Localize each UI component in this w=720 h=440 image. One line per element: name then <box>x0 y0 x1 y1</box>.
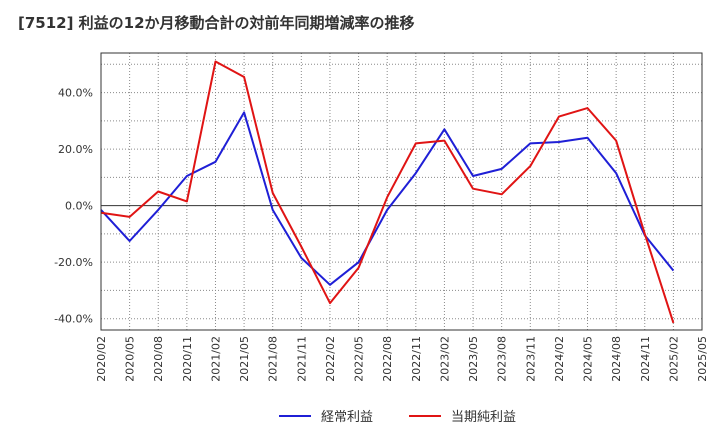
legend-label-1: 経常利益 <box>321 410 373 425</box>
x-tick-label: 2023/11 <box>524 336 537 382</box>
y-tick-label: 20.0% <box>58 143 93 156</box>
y-tick-label: -40.0% <box>54 313 93 326</box>
x-tick-label: 2022/05 <box>353 336 366 382</box>
x-tick-label: 2021/02 <box>209 336 222 382</box>
series-line-2 <box>100 60 675 324</box>
chart-title: [7512] 利益の12か月移動合計の対前年同期増減率の推移 <box>18 14 415 32</box>
x-tick-label: 2024/08 <box>610 336 623 382</box>
x-axis-ticks: 2020/02 2020/05 2020/08 2020/11 2021/02 2021/… <box>95 336 709 382</box>
x-tick-label: 2020/11 <box>181 336 194 382</box>
x-tick-label: 2023/02 <box>438 336 451 382</box>
x-tick-label: 2020/05 <box>124 336 137 382</box>
x-tick-label: 2022/02 <box>324 336 337 382</box>
x-tick-label: 2025/05 <box>696 336 709 382</box>
series-line-1 <box>100 111 675 286</box>
y-tick-label: 0.0% <box>65 200 93 213</box>
x-tick-label: 2022/11 <box>410 336 423 382</box>
x-tick-label: 2024/05 <box>582 336 595 382</box>
x-tick-label: 2022/08 <box>381 336 394 382</box>
x-tick-label: 2024/02 <box>553 336 566 382</box>
y-axis-ticks: -40.0% -20.0% 0.0% 20.0% 40.0% <box>54 87 93 326</box>
x-tick-label: 2020/08 <box>152 336 165 382</box>
x-tick-label: 2020/02 <box>95 336 108 382</box>
x-tick-label: 2024/11 <box>639 336 652 382</box>
x-tick-label: 2021/05 <box>238 336 251 382</box>
legend: 経常利益 当期純利益 <box>279 410 516 425</box>
x-tick-label: 2025/02 <box>667 336 680 382</box>
x-tick-label: 2023/05 <box>467 336 480 382</box>
x-tick-label: 2021/08 <box>267 336 280 382</box>
x-tick-label: 2023/08 <box>496 336 509 382</box>
series-lines <box>100 60 675 324</box>
y-tick-label: 40.0% <box>58 87 93 100</box>
x-tick-label: 2021/11 <box>295 336 308 382</box>
y-tick-label: -20.0% <box>54 256 93 269</box>
legend-label-2: 当期純利益 <box>451 410 516 425</box>
plot-frame <box>100 52 703 331</box>
